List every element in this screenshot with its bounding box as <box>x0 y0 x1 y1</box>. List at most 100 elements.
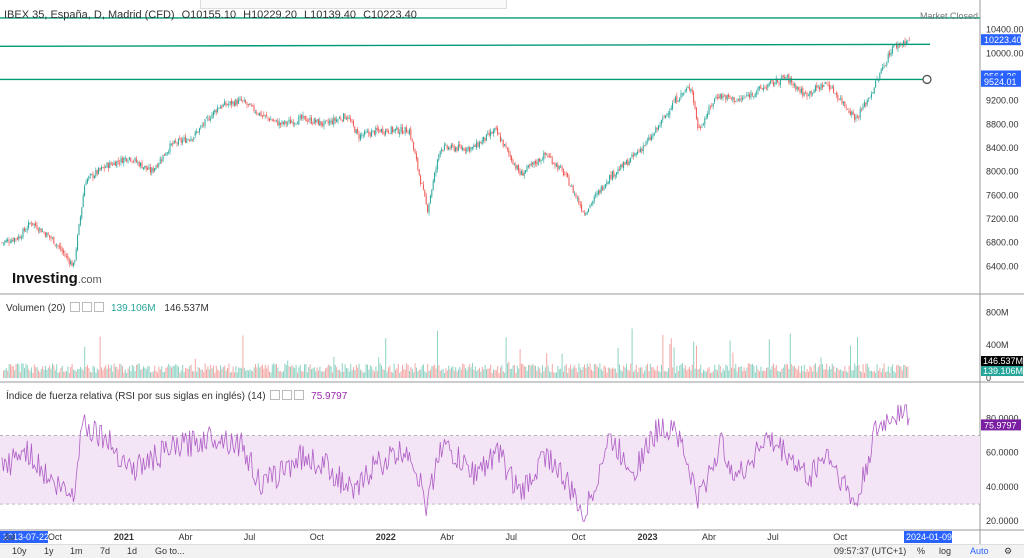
volume-bar <box>92 365 94 378</box>
volume-bar <box>162 372 164 378</box>
candle-body <box>637 151 639 154</box>
candle-body <box>148 166 150 170</box>
drawing-toolbar[interactable] <box>200 0 507 9</box>
candle-body <box>453 146 455 151</box>
candle-body <box>551 158 553 164</box>
volume-bar <box>792 366 794 378</box>
candle-body <box>473 145 475 147</box>
candle-body <box>156 165 158 167</box>
range-1m[interactable]: 1m <box>70 546 83 556</box>
candle-body <box>747 95 749 97</box>
candle-body <box>418 169 420 175</box>
candle-body <box>162 154 164 162</box>
candle-body <box>733 97 735 103</box>
volume-bar <box>367 364 368 378</box>
volume-bar <box>22 363 24 378</box>
candle-body <box>743 97 745 99</box>
candle-body <box>57 245 59 247</box>
candle-body <box>585 213 587 215</box>
volume-bar <box>763 370 765 378</box>
candle-body <box>632 154 634 157</box>
log-toggle[interactable]: log <box>939 546 952 556</box>
candle-body <box>43 232 45 233</box>
volume-bar <box>857 337 858 378</box>
candle-body <box>666 113 668 116</box>
candle-body <box>548 155 550 157</box>
candle-body <box>229 101 231 104</box>
candle-body <box>306 120 308 122</box>
close-icon[interactable] <box>294 390 305 400</box>
volume-bar <box>771 365 773 378</box>
volume-bar <box>298 367 300 378</box>
volume-bar <box>33 364 35 378</box>
volume-bar <box>432 365 434 378</box>
volume-bar <box>325 368 326 378</box>
settings-icon[interactable] <box>82 302 93 312</box>
volume-bar <box>886 371 888 378</box>
auto-toggle[interactable]: Auto <box>970 546 989 556</box>
candle-body <box>772 81 774 86</box>
close-icon[interactable] <box>94 302 105 312</box>
candle-body <box>858 116 860 118</box>
range-7d[interactable]: 7d <box>100 546 111 556</box>
candle-body <box>540 160 542 162</box>
volume-bar <box>150 372 151 378</box>
candle-body <box>175 141 177 143</box>
candle-body <box>65 255 67 257</box>
candle-body <box>441 149 443 152</box>
candle-body <box>532 162 534 165</box>
range-1y[interactable]: 1y <box>44 546 54 556</box>
volume-bar <box>795 368 797 378</box>
candle-body <box>439 151 441 156</box>
settings-icon[interactable] <box>282 390 293 400</box>
volume-bar <box>201 369 203 378</box>
range-1d[interactable]: 1d <box>127 546 138 556</box>
volume-bar <box>194 358 196 378</box>
candle-body <box>228 103 230 106</box>
volume-bar <box>192 371 193 378</box>
candle-body <box>36 225 38 230</box>
candle-body <box>564 174 566 175</box>
candle-body <box>259 112 261 116</box>
visibility-icon[interactable] <box>270 390 281 400</box>
candle-body <box>271 119 273 121</box>
candle-body <box>186 139 188 143</box>
chart-settings-icon[interactable]: ⚙ <box>1004 546 1013 556</box>
volume-bar <box>490 364 492 378</box>
candle-body <box>401 126 403 134</box>
volume-bar <box>180 370 182 378</box>
volume-bar <box>481 366 483 378</box>
candle-body <box>326 120 328 121</box>
candle-body <box>579 203 581 206</box>
go-to-button[interactable]: Go to... <box>155 546 185 556</box>
volume-bar <box>689 366 690 378</box>
volume-bar <box>686 370 688 378</box>
candle-body <box>127 160 129 162</box>
percent-toggle[interactable]: % <box>917 546 926 556</box>
candle-body <box>121 158 123 163</box>
volume-bar <box>197 367 199 378</box>
range-10y[interactable]: 10y <box>12 546 27 556</box>
volume-bar <box>87 364 88 378</box>
volume-bar <box>271 364 273 378</box>
volume-bar <box>710 373 711 378</box>
visibility-icon[interactable] <box>70 302 81 312</box>
volume-bar <box>658 370 660 378</box>
candle-body <box>256 112 258 114</box>
candle-body <box>172 142 174 145</box>
volume-bar <box>495 370 497 378</box>
volume-bar <box>880 371 882 378</box>
volume-bar <box>749 363 751 378</box>
candle-body <box>687 87 689 89</box>
candle-body <box>380 128 382 132</box>
candle-body <box>214 109 216 113</box>
candle-body <box>509 154 511 157</box>
candle-body <box>390 126 392 134</box>
candle-body <box>95 170 97 176</box>
candle-body <box>730 98 732 100</box>
candle-body <box>886 62 888 66</box>
candle-body <box>665 115 667 119</box>
candle-body <box>109 162 111 169</box>
candle-body <box>715 96 717 99</box>
candle-body <box>529 164 531 166</box>
